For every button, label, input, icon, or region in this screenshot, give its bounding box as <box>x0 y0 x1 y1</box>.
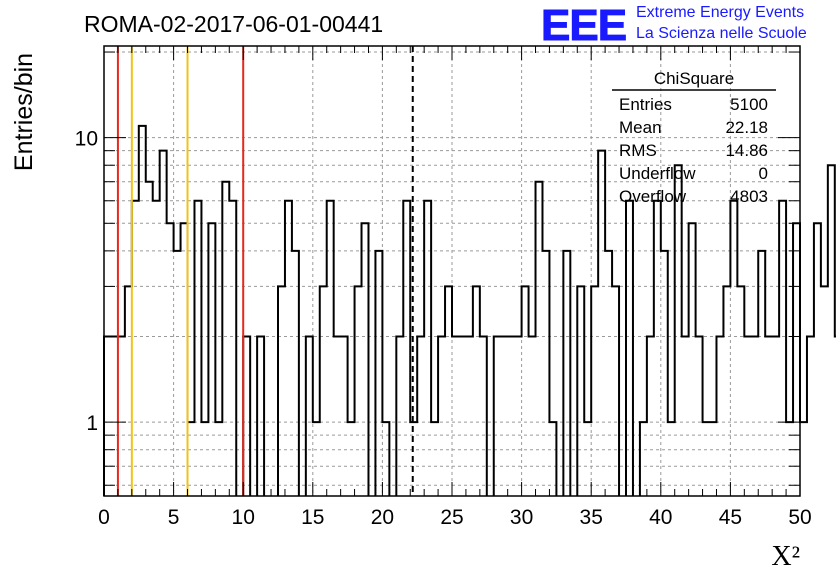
stats-value: 14.86 <box>725 141 768 160</box>
y-axis-label: Entries/bin <box>10 53 38 171</box>
histogram <box>103 124 836 496</box>
x-tick-label: 30 <box>510 506 533 529</box>
stats-label: RMS <box>619 141 657 160</box>
histogram-bins <box>625 199 634 496</box>
ticks: 0 5 10 15 20 25 30 35 40 45 50 1 10 <box>75 46 812 529</box>
x-tick-label: 10 <box>232 506 255 529</box>
logo-line-1: Extreme Energy Events <box>636 4 804 21</box>
x-tick-label: 20 <box>371 506 394 529</box>
x-tick-label: 40 <box>649 506 672 529</box>
stats-value: 5100 <box>730 95 768 114</box>
histogram-bins <box>492 180 558 496</box>
histogram-bins <box>576 149 621 496</box>
stats-label: Mean <box>619 118 662 137</box>
histogram-bins <box>256 335 266 496</box>
stats-value: 4803 <box>730 187 768 206</box>
x-tick-label: 5 <box>168 506 180 529</box>
stats-title: ChiSquare <box>654 69 734 88</box>
x-tick-label: 35 <box>580 506 603 529</box>
histogram-bins <box>638 164 836 496</box>
histogram-bins <box>374 249 391 496</box>
histogram-bins <box>242 335 252 496</box>
histogram-bins <box>395 199 488 496</box>
histogram-bins <box>562 249 572 496</box>
histogram-bins <box>304 199 370 496</box>
x-axis-label: X² <box>771 541 800 572</box>
y-tick-label: 10 <box>75 128 98 151</box>
x-tick-label: 50 <box>788 506 811 529</box>
stats-label: Overflow <box>619 187 687 206</box>
logo-line-2: La Scienza nelle Scuole <box>636 25 807 42</box>
x-tick-label: 0 <box>98 506 110 529</box>
stats-label: Entries <box>619 95 672 114</box>
histogram-bins <box>277 199 300 496</box>
x-tick-label: 45 <box>719 506 742 529</box>
chart-title: ROMA-02-2017-06-01-00441 <box>84 11 383 37</box>
reference-lines <box>116 46 414 496</box>
eee-logo: EEE Extreme Energy Events La Scienza nel… <box>541 1 807 51</box>
x-tick-label: 15 <box>301 506 324 529</box>
logo-mark: EEE <box>541 1 626 50</box>
stats-value: 22.18 <box>725 118 768 137</box>
stats-box: ChiSquare Entries 5100 Mean 22.18 RMS 14.86 Und… <box>612 69 776 206</box>
x-tick-label: 25 <box>440 506 463 529</box>
stats-value: 0 <box>759 164 768 183</box>
y-tick-label: 1 <box>86 412 98 435</box>
stats-label: Underflow <box>619 164 696 183</box>
